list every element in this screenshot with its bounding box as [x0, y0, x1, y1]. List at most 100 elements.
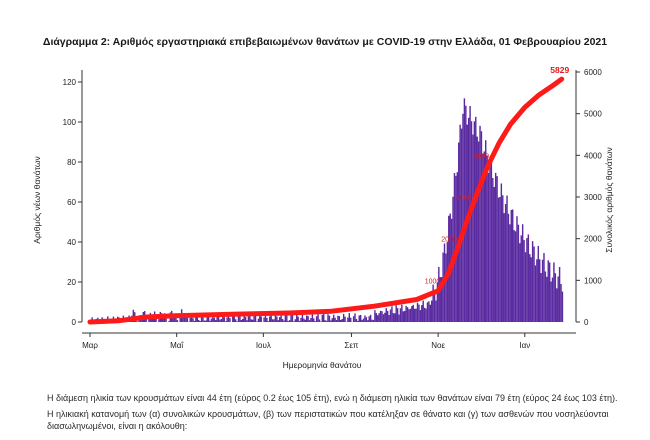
daily-bar	[404, 310, 406, 322]
daily-bar	[270, 314, 272, 322]
daily-bar	[385, 308, 387, 322]
daily-bar	[340, 319, 342, 322]
daily-bar	[244, 316, 247, 322]
daily-bar	[459, 124, 461, 323]
daily-bar	[476, 136, 478, 322]
daily-bar	[560, 284, 562, 322]
daily-bar	[556, 288, 558, 322]
daily-bar	[205, 320, 207, 322]
daily-bar	[224, 321, 227, 322]
daily-bar	[274, 315, 277, 322]
daily-bar	[365, 317, 368, 322]
daily-bar	[446, 242, 449, 322]
y-tick-label-left: 60	[67, 198, 76, 207]
daily-bar	[494, 172, 497, 322]
daily-bar	[536, 259, 538, 322]
daily-bar	[392, 313, 395, 322]
daily-bar	[352, 316, 355, 322]
daily-bar	[472, 134, 474, 322]
daily-bar	[361, 319, 363, 322]
daily-bar	[298, 320, 301, 322]
daily-bar	[176, 320, 179, 322]
daily-bar	[445, 253, 447, 322]
y-tick-label-right: 4000	[584, 151, 602, 160]
daily-bar	[391, 306, 393, 322]
daily-bar	[479, 125, 481, 323]
y-tick-label-right: 6000	[584, 68, 602, 77]
daily-bar	[172, 315, 174, 322]
daily-bar	[396, 308, 399, 322]
daily-bar	[300, 317, 302, 322]
daily-bar	[267, 321, 270, 322]
daily-bar	[328, 315, 331, 322]
daily-bar	[215, 320, 217, 322]
daily-bar	[398, 314, 400, 322]
daily-bar	[462, 113, 464, 322]
daily-bar	[561, 291, 564, 322]
daily-bar	[335, 319, 338, 322]
daily-bar	[546, 276, 548, 322]
chart-title: Διάγραμμα 2: Αριθμός εργαστηριακά επιβεβ…	[42, 36, 608, 48]
paragraph-median-age: Η διάμεση ηλικία των κρουσμάτων είναι 44…	[47, 393, 618, 403]
daily-bar	[320, 321, 322, 322]
daily-bar	[308, 320, 311, 322]
y-tick-label-left: 20	[67, 278, 76, 287]
daily-bar	[384, 312, 386, 322]
daily-bar	[227, 313, 230, 322]
daily-bar	[386, 310, 389, 322]
daily-bar	[334, 317, 336, 322]
daily-bar	[243, 314, 245, 322]
daily-bar	[371, 319, 373, 322]
daily-bar	[415, 308, 417, 322]
daily-bar	[202, 314, 204, 322]
daily-bar	[330, 320, 332, 322]
daily-bar	[284, 315, 287, 322]
daily-bar	[305, 315, 308, 322]
daily-bar	[435, 300, 437, 322]
daily-bar	[548, 262, 551, 322]
cumulative-deaths-line: 1000 2000 3000 4000 5829	[87, 65, 569, 325]
daily-bar	[249, 315, 251, 322]
daily-bar	[372, 319, 375, 322]
daily-bar	[155, 316, 157, 322]
daily-bar	[183, 317, 186, 322]
daily-bar	[514, 231, 517, 322]
daily-bar	[297, 316, 299, 322]
daily-bar	[250, 319, 252, 322]
daily-bar	[409, 308, 412, 322]
daily-bar	[135, 321, 137, 322]
daily-bar	[544, 271, 547, 322]
daily-bar	[216, 316, 218, 322]
y-tick-label-left: 40	[67, 238, 76, 247]
daily-bar	[260, 316, 262, 322]
daily-bar	[512, 209, 514, 322]
y-tick-label-left: 80	[67, 158, 76, 167]
milestone-label: 4000	[473, 153, 489, 160]
daily-bar	[405, 305, 407, 322]
daily-bar	[203, 320, 206, 322]
daily-bar	[416, 302, 419, 322]
daily-bar	[350, 317, 352, 322]
daily-bar	[492, 178, 494, 322]
daily-bar	[233, 313, 235, 322]
daily-bar	[368, 316, 370, 322]
y-tick-label-right: 0	[584, 318, 589, 327]
y-axis-label-right: Συνολικός αριθμός θανάτων	[604, 147, 614, 253]
daily-bar	[173, 315, 176, 322]
daily-bar	[162, 315, 164, 322]
daily-bar	[375, 313, 378, 322]
y-axis-label-left: Αριθμός νέων θανάτων	[32, 156, 42, 243]
daily-bar	[344, 316, 346, 322]
daily-bar	[530, 257, 532, 322]
daily-bar	[490, 157, 493, 322]
daily-bar	[526, 238, 528, 322]
daily-bar	[422, 300, 424, 322]
daily-bar	[331, 318, 333, 322]
daily-bar	[359, 314, 362, 322]
daily-bar	[347, 317, 349, 322]
daily-bar	[193, 320, 196, 322]
daily-bar	[553, 262, 555, 322]
daily-bar	[206, 313, 208, 322]
daily-bar	[217, 315, 220, 322]
daily-bar	[527, 234, 530, 322]
